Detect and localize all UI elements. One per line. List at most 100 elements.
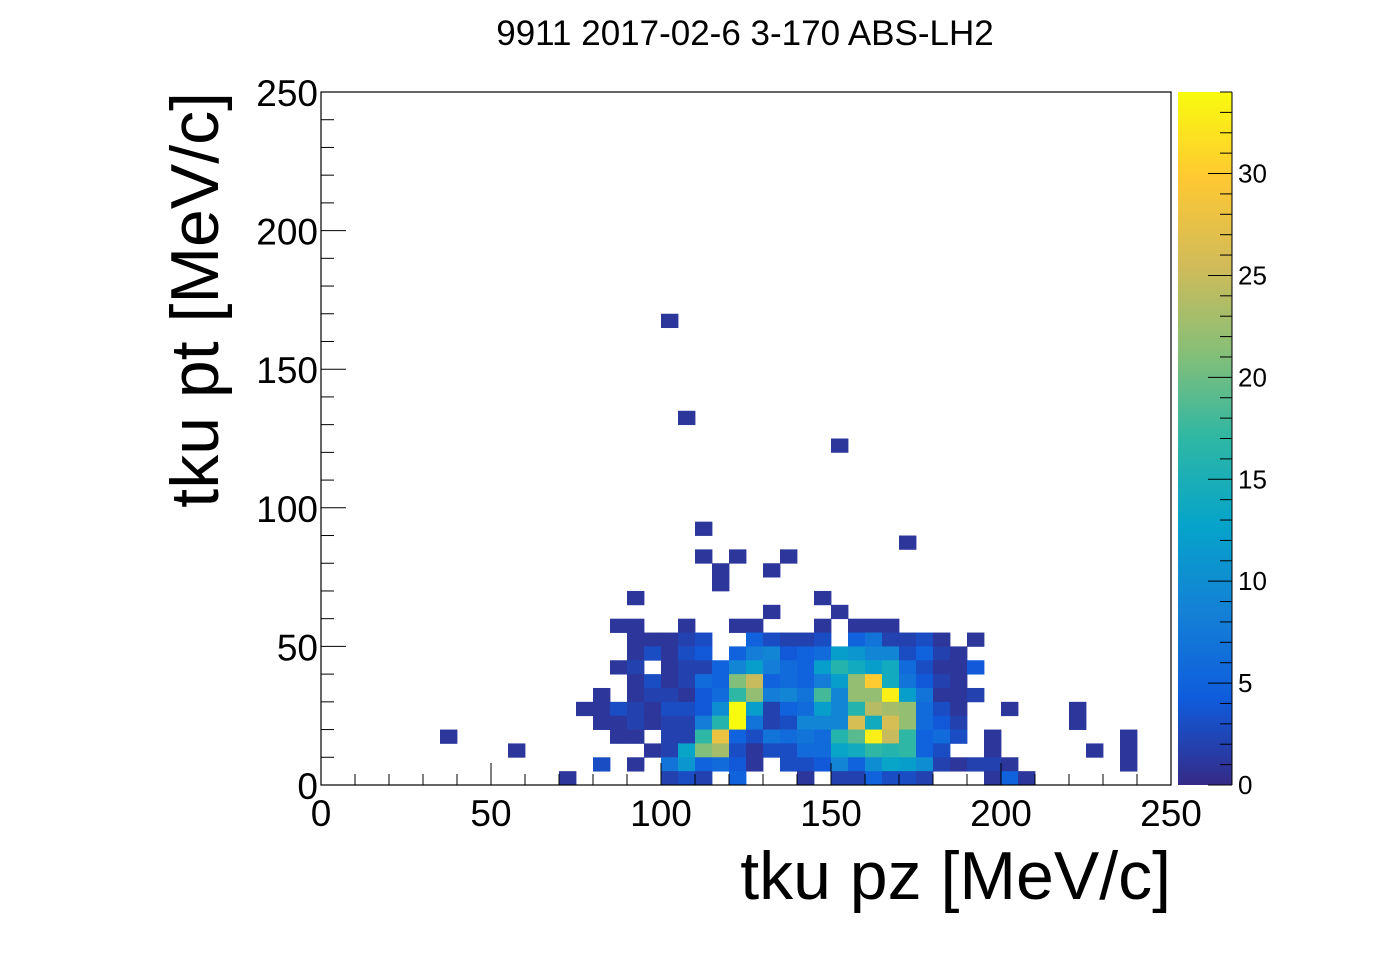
heatmap-cell — [712, 674, 730, 689]
heatmap-cell — [1001, 701, 1019, 717]
heatmap-cell — [967, 660, 985, 675]
heatmap-cell — [882, 618, 900, 633]
heatmap-cell — [593, 715, 611, 730]
heatmap-cell — [729, 618, 747, 633]
heatmap-cell — [916, 687, 934, 703]
y-axis-label: tku pt [MeV/c] — [157, 92, 233, 508]
heatmap-cell — [882, 743, 900, 758]
heatmap-cell — [933, 729, 951, 744]
heatmap-cell — [644, 715, 662, 730]
heatmap-cell — [729, 687, 747, 703]
heatmap-cell — [882, 729, 900, 744]
heatmap-cell — [763, 687, 781, 703]
heatmap-cell — [695, 771, 713, 786]
heatmap-cell — [729, 715, 747, 730]
heatmap-cell — [831, 660, 849, 675]
heatmap-cell — [865, 729, 883, 744]
x-axis-label: tku pz [MeV/c] — [740, 838, 1171, 914]
heatmap-cell — [831, 687, 849, 703]
heatmap-cell — [695, 687, 713, 703]
heatmap-cell — [814, 674, 832, 689]
heatmap-cell — [678, 632, 696, 647]
heatmap-cell — [780, 743, 798, 758]
heatmap-cell — [695, 757, 713, 772]
heatmap-cell — [899, 701, 917, 717]
heatmap-cell — [644, 743, 662, 758]
heatmap-cell — [1001, 771, 1019, 786]
heatmap-cell — [695, 646, 713, 661]
heatmap-cell — [712, 563, 730, 578]
heatmap-cell — [967, 687, 985, 703]
heatmap-cell — [576, 701, 594, 717]
heatmap-cell — [916, 646, 934, 661]
heatmap-cell — [797, 729, 815, 744]
heatmap-cell — [661, 729, 679, 744]
heatmap-cell — [644, 674, 662, 689]
heatmap-cell — [695, 549, 713, 564]
heatmap-cell — [729, 729, 747, 744]
heatmap-cell — [797, 687, 815, 703]
axes: 0 50 100 150 200 250 0 50 100 150 200 250 — [256, 73, 1202, 834]
colorbar-tick-label: 30 — [1238, 159, 1267, 189]
heatmap-cell — [661, 757, 679, 772]
heatmap-cell — [865, 743, 883, 758]
heatmap-cell — [678, 687, 696, 703]
heatmap-cell — [678, 618, 696, 633]
heatmap-cell — [933, 674, 951, 689]
heatmap-cell — [695, 632, 713, 647]
heatmap-cell — [814, 618, 832, 633]
colorbar-tick-label: 10 — [1238, 566, 1267, 596]
heatmap-cell — [865, 674, 883, 689]
heatmap-cell — [899, 646, 917, 661]
heatmap-cell — [848, 715, 866, 730]
y-tick-label: 100 — [256, 489, 318, 530]
heatmap-cell — [882, 771, 900, 786]
heatmap-cell — [797, 757, 815, 772]
x-tick-label: 150 — [800, 793, 862, 834]
heatmap-cell — [678, 701, 696, 717]
heatmap-cell — [916, 715, 934, 730]
heatmap-cell — [865, 771, 883, 786]
heatmap-cell — [814, 729, 832, 744]
heatmap-cell — [712, 743, 730, 758]
colorbar-tick-label: 20 — [1238, 362, 1267, 392]
heatmap-cell — [831, 438, 849, 453]
heatmap-cell — [780, 729, 798, 744]
heatmap-cell — [848, 646, 866, 661]
heatmap-cell — [882, 701, 900, 717]
heatmap-cell — [882, 660, 900, 675]
heatmap-cell — [916, 743, 934, 758]
heatmap-cell — [678, 646, 696, 661]
heatmap-cell — [508, 743, 526, 758]
heatmap-cell — [882, 757, 900, 772]
heatmap-cell — [780, 701, 798, 717]
heatmap-cell — [984, 729, 1002, 744]
heatmap-cell — [661, 687, 679, 703]
heatmap-cell — [593, 701, 611, 717]
heatmap-cell — [780, 660, 798, 675]
heatmap-cell — [899, 660, 917, 675]
heatmap-cell — [746, 715, 764, 730]
heatmap-cell — [882, 687, 900, 703]
heatmap-cell — [950, 646, 968, 661]
heatmap-cell — [763, 563, 781, 578]
heatmap-cell — [950, 757, 968, 772]
heatmap-cell — [1069, 715, 1087, 730]
heatmap-cell — [763, 604, 781, 620]
heatmap-cell — [763, 743, 781, 758]
heatmap-cell — [661, 674, 679, 689]
heatmap-cell — [814, 701, 832, 717]
heatmap-cell — [610, 729, 628, 744]
heatmap-cell — [627, 660, 645, 675]
heatmap-cell — [644, 632, 662, 647]
heatmap-cell — [627, 632, 645, 647]
heatmap-cell — [1001, 757, 1019, 772]
heatmap-cell — [916, 757, 934, 772]
heatmap-cell — [831, 729, 849, 744]
heatmap-cell — [661, 743, 679, 758]
heatmap-cell — [1069, 701, 1087, 717]
heatmap-cell — [712, 715, 730, 730]
heatmap-cell — [695, 743, 713, 758]
